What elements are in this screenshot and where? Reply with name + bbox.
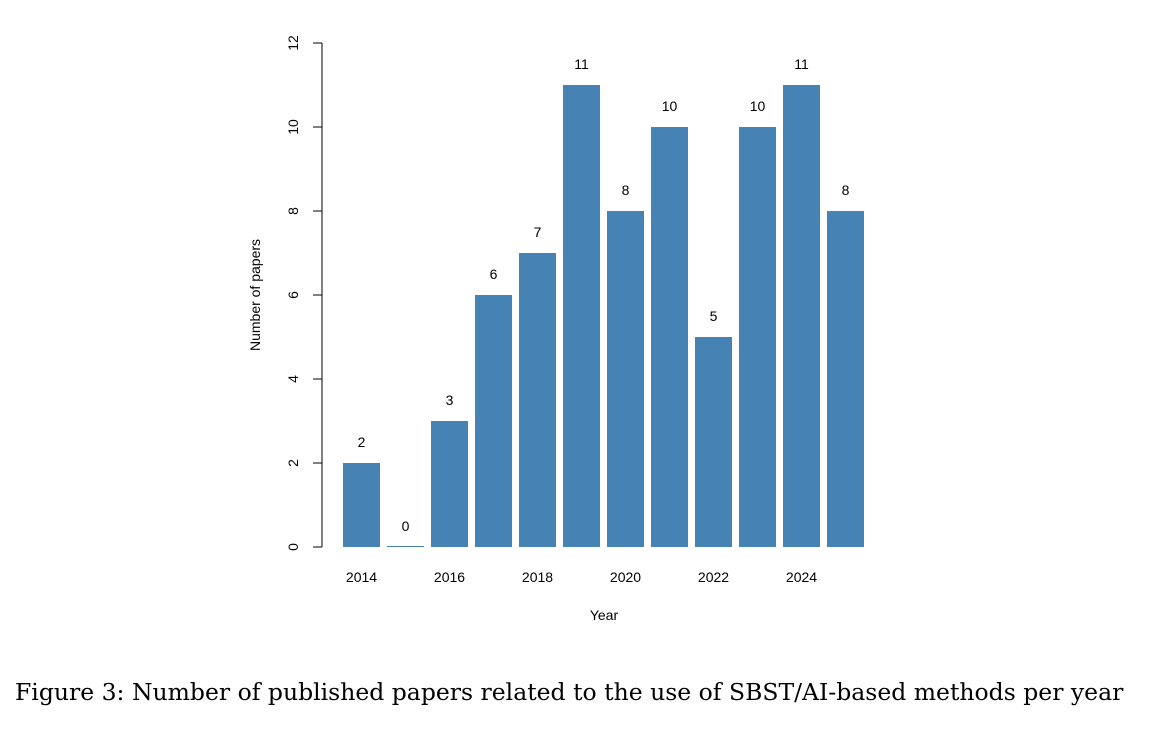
bar-2025 bbox=[827, 211, 864, 547]
data-label: 2 bbox=[358, 434, 366, 450]
data-label: 11 bbox=[574, 56, 589, 72]
data-label: 10 bbox=[662, 98, 678, 114]
bar-2015 bbox=[387, 546, 424, 547]
bar-2023 bbox=[739, 127, 776, 547]
bar-2018 bbox=[519, 253, 556, 547]
y-axis-label: Number of papers bbox=[247, 239, 263, 351]
bar-2020 bbox=[607, 211, 644, 547]
y-tick-label: 4 bbox=[285, 375, 301, 383]
y-tick-label: 10 bbox=[285, 119, 301, 135]
x-tick-label: 2022 bbox=[698, 569, 729, 585]
x-tick-label: 2024 bbox=[786, 569, 817, 585]
figure-caption: Figure 3: Number of published papers rel… bbox=[15, 678, 1124, 706]
data-label: 10 bbox=[750, 98, 766, 114]
y-tick-label: 6 bbox=[285, 291, 301, 299]
y-tick-label: 12 bbox=[285, 35, 301, 51]
data-label: 5 bbox=[710, 308, 718, 324]
data-label: 0 bbox=[402, 518, 410, 534]
data-label: 6 bbox=[490, 266, 498, 282]
data-label: 8 bbox=[842, 182, 850, 198]
x-tick-label: 2018 bbox=[522, 569, 553, 585]
y-axis: 0 2 4 6 8 10 12 bbox=[285, 35, 323, 551]
bar-2024 bbox=[783, 85, 820, 547]
bar-2019 bbox=[563, 85, 600, 547]
x-tick-label: 2020 bbox=[610, 569, 641, 585]
data-label: 7 bbox=[534, 224, 542, 240]
bar-2021 bbox=[651, 127, 688, 547]
x-axis-label: Year bbox=[590, 607, 619, 623]
x-tick-label: 2014 bbox=[346, 569, 377, 585]
data-label: 3 bbox=[446, 392, 454, 408]
bar-2016 bbox=[431, 421, 468, 547]
y-tick-label: 2 bbox=[285, 459, 301, 467]
x-tick-label: 2016 bbox=[434, 569, 465, 585]
bar-2022 bbox=[695, 337, 732, 547]
data-label: 11 bbox=[794, 56, 809, 72]
bar-chart: 0 2 4 6 8 10 12 2 2014 0 3 2016 6 7 2018 11 8 2020 10 5 202… bbox=[247, 35, 864, 623]
data-label: 8 bbox=[622, 182, 630, 198]
y-tick-label: 0 bbox=[285, 543, 301, 551]
bar-2017 bbox=[475, 295, 512, 547]
bars: 2 2014 0 3 2016 6 7 2018 11 8 2020 10 5 2022 10 11 2024 8 bbox=[343, 56, 864, 585]
y-tick-label: 8 bbox=[285, 207, 301, 215]
bar-2014 bbox=[343, 463, 380, 547]
